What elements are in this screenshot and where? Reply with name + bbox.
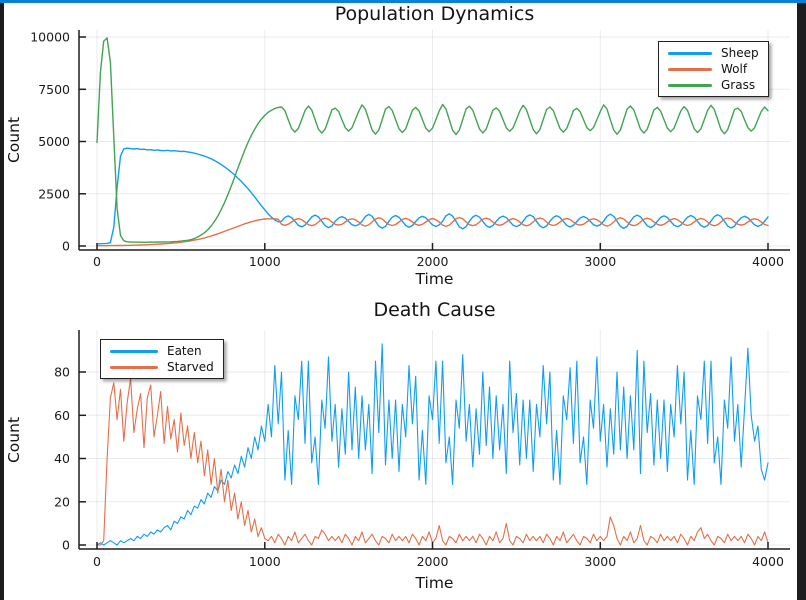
death-chart-title: Death Cause xyxy=(373,299,496,321)
grass-line-swatch xyxy=(668,83,712,87)
death-xaxis-label: Time xyxy=(415,574,454,592)
x-tick-label: 3000 xyxy=(584,554,616,569)
legend-label-eaten: Eaten xyxy=(167,344,202,358)
legend-label-starved: Starved xyxy=(167,360,214,374)
legend-label-sheep: Sheep xyxy=(721,46,759,60)
legend-entry-starved: Starved xyxy=(110,360,214,374)
y-tick-label: 7500 xyxy=(38,82,70,97)
series-line-grass xyxy=(96,37,769,244)
window-top-accent-bar xyxy=(0,0,806,3)
x-tick-label: 4000 xyxy=(752,254,784,269)
death-cause-plot: 0 1000 2000 3000 4000 0 20 40 60 80 xyxy=(54,330,790,569)
legend-entry-wolf: Wolf xyxy=(668,62,759,76)
death-yaxis-label: Count xyxy=(5,416,23,464)
population-legend: Sheep Wolf Grass xyxy=(658,41,769,97)
x-tick-label: 1000 xyxy=(249,554,281,569)
legend-label-wolf: Wolf xyxy=(721,62,748,76)
y-tick-label: 2500 xyxy=(38,186,70,201)
tick-labels: 0 1000 2000 3000 4000 0 2500 5000 7500 10000 xyxy=(30,30,784,270)
legend-entry-eaten: Eaten xyxy=(110,344,214,358)
wolf-line-swatch xyxy=(668,67,712,71)
starved-line-swatch xyxy=(110,365,158,369)
population-dynamics-plot: 0 1000 2000 3000 4000 0 2500 5000 7500 10000 xyxy=(30,30,790,270)
axes-spines xyxy=(78,30,790,251)
death-legend: Eaten Starved xyxy=(100,339,224,379)
x-tick-label: 2000 xyxy=(417,254,449,269)
y-tick-label: 0 xyxy=(62,239,70,254)
legend-label-grass: Grass xyxy=(721,78,756,92)
eaten-line-swatch xyxy=(110,349,158,353)
axes-spines xyxy=(78,330,790,550)
series-line-eaten xyxy=(96,343,769,546)
x-tick-label: 4000 xyxy=(752,554,784,569)
x-tick-label: 2000 xyxy=(417,554,449,569)
x-tick-label: 1000 xyxy=(249,254,281,269)
population-chart-title: Population Dynamics xyxy=(334,3,535,25)
legend-entry-grass: Grass xyxy=(668,78,759,92)
x-tick-label: 0 xyxy=(93,254,101,269)
y-tick-label: 60 xyxy=(54,408,70,423)
window-left-edge xyxy=(0,0,4,600)
y-tick-label: 40 xyxy=(54,451,70,466)
y-tick-label: 80 xyxy=(54,365,70,380)
y-tick-label: 0 xyxy=(62,538,70,553)
y-tick-label: 10000 xyxy=(30,30,70,45)
y-tick-label: 5000 xyxy=(38,134,70,149)
tick-labels: 0 1000 2000 3000 4000 0 20 40 60 80 xyxy=(54,365,784,570)
series-line-wolf xyxy=(96,216,769,247)
legend-entry-sheep: Sheep xyxy=(668,46,759,60)
population-yaxis-label: Count xyxy=(5,116,23,164)
population-xaxis-label: Time xyxy=(415,270,454,288)
x-tick-label: 0 xyxy=(93,554,101,569)
sheep-line-swatch xyxy=(668,51,712,55)
window-right-edge xyxy=(797,0,806,600)
y-tick-label: 20 xyxy=(54,494,70,509)
x-tick-label: 3000 xyxy=(584,254,616,269)
